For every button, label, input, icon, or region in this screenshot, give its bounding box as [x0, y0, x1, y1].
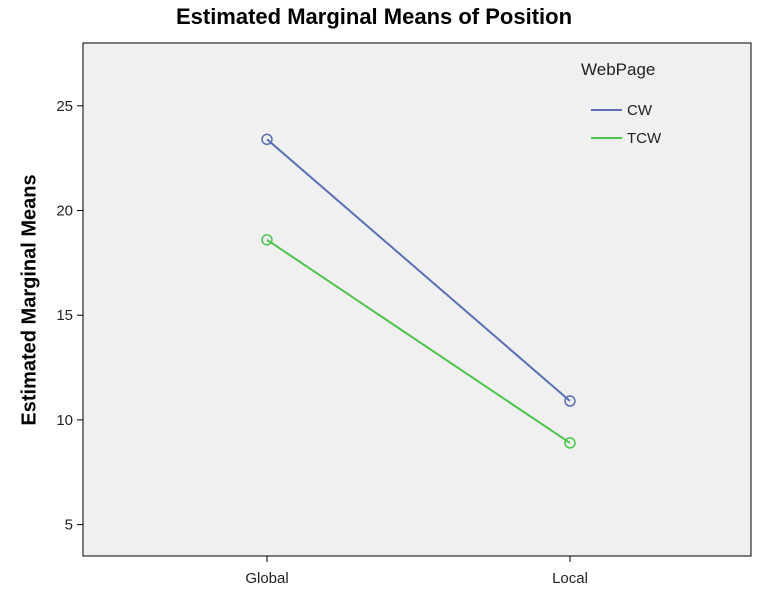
- series-line-tcw: [266, 238, 571, 444]
- x-tick-label: Local: [552, 570, 588, 587]
- plot-area: [82, 42, 752, 557]
- y-tick-label: 10: [56, 412, 73, 429]
- data-point-tcw-global: [261, 234, 273, 246]
- chart-title: Estimated Marginal Means of Position: [175, 4, 573, 29]
- x-axis: Global Local: [245, 556, 588, 587]
- legend-label-tcw: TCW: [627, 130, 662, 147]
- y-tick-label: 5: [65, 517, 73, 534]
- series-line-cw: [266, 138, 571, 402]
- data-point-cw-local: [564, 395, 576, 407]
- y-tick-label: 25: [56, 98, 73, 115]
- y-axis: 5 10 15 20 25: [56, 98, 83, 534]
- x-tick-label: Global: [245, 570, 288, 587]
- series-layer: [261, 133, 576, 449]
- data-point-cw-global: [261, 133, 273, 146]
- y-tick-label: 20: [56, 203, 73, 220]
- legend: WebPage CW TCW: [581, 60, 662, 147]
- y-tick-label: 15: [56, 307, 73, 324]
- legend-label-cw: CW: [627, 102, 653, 119]
- legend-title: WebPage: [581, 60, 655, 79]
- data-point-tcw-local: [564, 437, 576, 449]
